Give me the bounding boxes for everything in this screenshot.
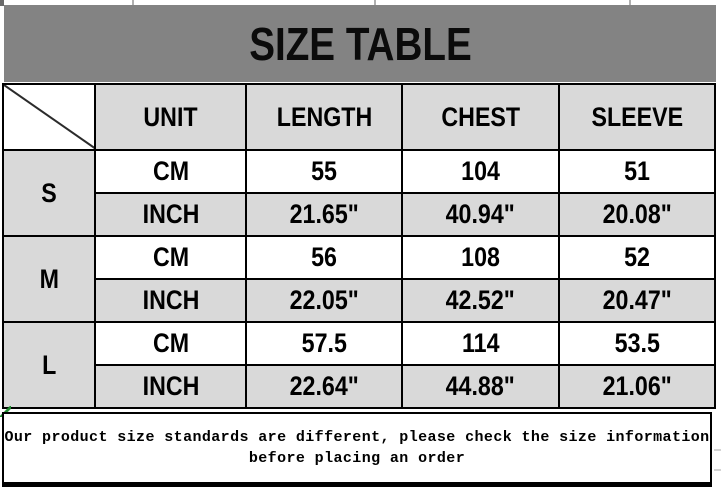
column-header-sleeve: SLEEVE <box>558 83 716 151</box>
table-row-m-cm: M CM 56 108 52 <box>2 235 716 323</box>
cell-l-cm-length: 57.5 <box>245 321 403 366</box>
size-label: L <box>41 349 57 380</box>
cell-m-inch-length: 22.05" <box>245 278 403 323</box>
column-header-label: SLEEVE <box>591 101 683 132</box>
gridline-tick <box>629 0 631 5</box>
table-row-s-inch: INCH 21.65" 40.94" 20.08" <box>3 192 716 237</box>
cell-l-cm-sleeve: 53.5 <box>558 321 716 366</box>
cell-l-inch-chest: 44.88" <box>401 364 560 409</box>
cell-s-cm-sleeve: 51 <box>558 149 716 194</box>
diagonal-line-icon <box>5 86 93 148</box>
page-title: SIZE TABLE <box>248 17 472 70</box>
column-header-label: UNIT <box>143 101 198 132</box>
column-header-unit: UNIT <box>94 83 247 151</box>
column-header-label: CHEST <box>441 101 520 132</box>
cell-l-inch-length: 22.64" <box>245 364 403 409</box>
row-label-l: L <box>2 321 96 409</box>
cell-m-cm-chest: 108 <box>401 235 560 280</box>
cell-m-inch-sleeve: 20.47" <box>558 278 716 323</box>
table-row-l-cm: L CM 57.5 114 53.5 <box>2 321 716 409</box>
cell-s-inch-length: 21.65" <box>245 192 403 237</box>
corner-diagonal-cell <box>2 83 96 151</box>
cell-m-inch-unit: INCH <box>94 278 247 323</box>
gridline-tick <box>714 449 721 451</box>
cell-m-cm-sleeve: 52 <box>558 235 716 280</box>
gridline-tick <box>132 0 134 5</box>
table-row-l-inch: INCH 22.64" 44.88" 21.06" <box>3 364 716 409</box>
table-row-s-cm: S CM 55 104 51 <box>2 149 716 237</box>
size-label: M <box>39 263 59 294</box>
cell-s-cm-chest: 104 <box>401 149 560 194</box>
cell-m-inch-chest: 42.52" <box>401 278 560 323</box>
note-line-1: Our product size standards are different… <box>4 429 710 446</box>
table-header-row: UNIT LENGTH CHEST SLEEVE <box>2 83 716 151</box>
size-label: S <box>41 177 57 208</box>
cell-s-cm-unit: CM <box>94 149 247 194</box>
note-box: Our product size standards are different… <box>2 412 712 487</box>
cell-l-cm-unit: CM <box>94 321 247 366</box>
cell-l-inch-unit: INCH <box>94 364 247 409</box>
note-line-2: before placing an order <box>248 450 466 467</box>
table-row-m-inch: INCH 22.05" 42.52" 20.47" <box>3 278 716 323</box>
column-header-label: LENGTH <box>276 101 372 132</box>
cell-s-cm-length: 55 <box>245 149 403 194</box>
cell-s-inch-chest: 40.94" <box>401 192 560 237</box>
cell-l-inch-sleeve: 21.06" <box>558 364 716 409</box>
gridline-tick <box>374 0 376 5</box>
row-label-m: M <box>2 235 96 323</box>
green-corner-marker <box>0 406 11 417</box>
column-header-chest: CHEST <box>401 83 560 151</box>
gridline-artifact <box>0 0 4 6</box>
column-header-length: LENGTH <box>245 83 403 151</box>
size-table: UNIT LENGTH CHEST SLEEVE S CM 55 104 51 … <box>2 83 716 409</box>
cell-s-inch-sleeve: 20.08" <box>558 192 716 237</box>
title-banner: SIZE TABLE <box>4 5 716 82</box>
cell-m-cm-length: 56 <box>245 235 403 280</box>
gridline-tick <box>714 469 721 471</box>
cell-m-cm-unit: CM <box>94 235 247 280</box>
row-label-s: S <box>2 149 96 237</box>
cell-l-cm-chest: 114 <box>401 321 560 366</box>
cell-s-inch-unit: INCH <box>94 192 247 237</box>
